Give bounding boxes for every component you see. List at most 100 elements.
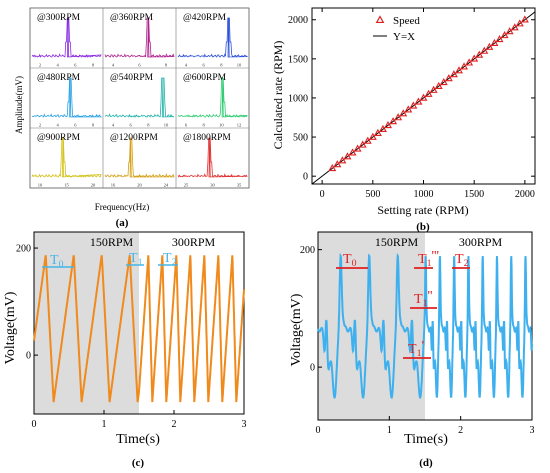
speed-point xyxy=(363,136,372,144)
y-tick-label: 0 xyxy=(303,172,308,183)
x-tick-label: 3 xyxy=(530,425,535,436)
subplot-label: @420RPM xyxy=(183,13,227,23)
subplot-label: @600RPM xyxy=(183,73,227,83)
speed-point xyxy=(485,42,494,50)
subplot-label: @360RPM xyxy=(110,13,154,23)
subplot-tick: 6 xyxy=(185,123,188,128)
speed-point xyxy=(378,124,387,133)
spectrum-line xyxy=(31,137,102,178)
subplot-tick: 10 xyxy=(219,123,224,128)
speed-point xyxy=(449,70,458,78)
plot-frame xyxy=(317,231,533,421)
subplot-tick: 6 xyxy=(138,63,141,68)
subplot-tick: 8 xyxy=(165,63,168,68)
speed-point xyxy=(348,148,357,156)
subplot-tick: 10 xyxy=(38,183,43,188)
speed-point xyxy=(384,121,393,129)
x-tick-label: 2 xyxy=(458,425,463,436)
region-label-after: 300RPM xyxy=(172,235,216,249)
subplot-label: @1800RPM xyxy=(183,133,231,143)
subplot-tick: 8 xyxy=(203,123,206,128)
voltage-line xyxy=(33,255,245,403)
period-label: T2 xyxy=(163,251,177,268)
subplot-tick: 12 xyxy=(237,123,242,128)
speed-point xyxy=(460,62,469,70)
speed-point xyxy=(404,105,413,113)
region-label-before: 150RPM xyxy=(375,235,419,249)
subplot-tick: 6 xyxy=(130,123,133,128)
speed-point xyxy=(343,152,352,160)
y-tick-label: 2000 xyxy=(288,15,308,26)
x-tick-label: 1 xyxy=(387,425,392,436)
speed-point xyxy=(353,144,362,152)
period-label: T2 xyxy=(455,252,469,269)
period-label: T0 xyxy=(343,252,357,269)
period-label: T1''' xyxy=(418,249,439,269)
panel-d-voltage: 0 1 2 3 0 200 150RPM 300RPM T0 T1''' T1'' T1' T2 xyxy=(300,231,535,436)
subplot-label: @540RPM xyxy=(110,73,154,83)
speed-point xyxy=(515,19,524,27)
speed-point xyxy=(328,164,337,172)
panel-a-frame xyxy=(29,7,250,189)
panel-c-xlabel: Time(s) xyxy=(116,432,160,447)
subplot-tick: 10 xyxy=(164,123,169,128)
speed-point xyxy=(500,31,509,39)
x-tick-label: 0 xyxy=(32,419,37,430)
x-tick-label: 1000 xyxy=(414,189,434,200)
y-tick-label: 200 xyxy=(16,244,31,255)
subplot-tick: 25 xyxy=(184,183,189,188)
subplot-tick: 30 xyxy=(210,183,215,188)
shaded-region xyxy=(34,232,139,414)
speed-point xyxy=(389,117,398,125)
subplot-tick: 4 xyxy=(185,63,188,68)
x-tick-label: 2000 xyxy=(515,189,535,200)
subplot-tick: 24 xyxy=(164,183,169,188)
subplot-tick: 8 xyxy=(92,123,95,128)
spectrum-line xyxy=(177,137,248,178)
subplot-tick: 6 xyxy=(74,63,77,68)
speed-point xyxy=(368,132,377,140)
voltage-line xyxy=(317,252,533,399)
subplot-tick: 8 xyxy=(220,63,223,68)
subplot-tick: 20 xyxy=(137,183,142,188)
panel-d-ylabel: Voltage(mV) xyxy=(289,293,304,366)
subplot-tick: 2 xyxy=(39,63,41,68)
speed-point xyxy=(424,89,433,97)
period-label: T1 xyxy=(129,251,143,268)
speed-point xyxy=(475,50,484,58)
speed-point xyxy=(358,140,367,148)
x-tick-label: 500 xyxy=(365,189,380,200)
subplot-tick: 10 xyxy=(237,63,242,68)
speed-point xyxy=(434,81,443,90)
x-tick-label: 0 xyxy=(320,189,325,200)
speed-point xyxy=(373,128,382,136)
speed-point xyxy=(454,66,463,74)
region-label-before: 150RPM xyxy=(90,235,134,249)
period-label: T0 xyxy=(50,253,64,270)
speed-point xyxy=(444,74,453,82)
y-tick-label: 1500 xyxy=(288,54,308,65)
speed-point xyxy=(333,160,342,168)
spectrum-line xyxy=(104,17,175,59)
speed-point xyxy=(465,58,474,66)
spectrum-line xyxy=(104,137,175,178)
speed-point xyxy=(394,113,403,121)
panel-a-xlabel: Frequency(Hz) xyxy=(95,202,149,212)
spectrum-line xyxy=(104,77,175,118)
y-tick-label: 500 xyxy=(293,133,308,144)
subplot-label: @900RPM xyxy=(37,133,81,143)
plot-frame xyxy=(33,231,245,415)
speed-point xyxy=(399,109,408,117)
panel-c-label: (c) xyxy=(132,457,145,469)
subplot-label: @300RPM xyxy=(37,13,81,23)
legend-label-speed: Speed xyxy=(393,15,420,27)
subplot-label: @1200RPM xyxy=(110,133,158,143)
spectrum-line xyxy=(177,17,249,58)
subplot-tick: 4 xyxy=(57,123,60,128)
speed-point xyxy=(490,38,499,46)
subplot-tick: 15 xyxy=(64,183,69,188)
subplot-tick: 16 xyxy=(111,183,116,188)
panel-a-label: (a) xyxy=(116,217,129,229)
y-tick-label: 0 xyxy=(26,351,31,362)
